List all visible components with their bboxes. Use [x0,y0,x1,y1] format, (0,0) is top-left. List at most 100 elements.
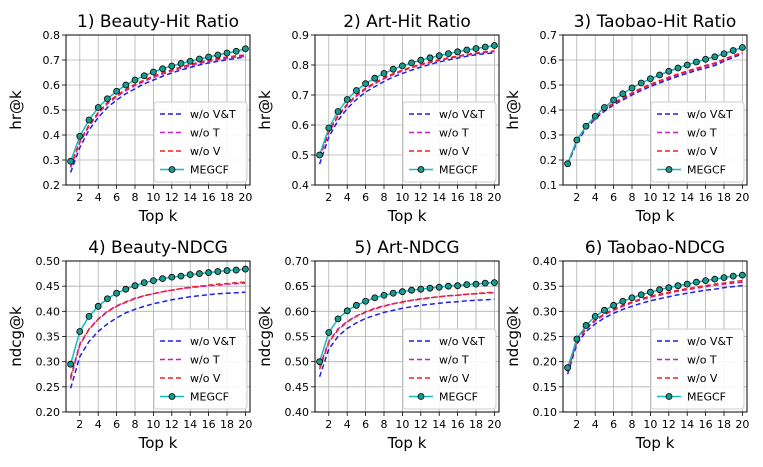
data-point [380,291,388,299]
data-point [472,280,480,288]
legend-label: w/o T [439,354,469,367]
legend-label: MEGCF [687,391,726,404]
legend-marker [417,166,425,173]
data-point [582,122,590,130]
legend-box [650,328,745,410]
x-tick-label: 18 [717,418,731,431]
y-tick-label: 0.2 [540,154,558,167]
series-line-3 [318,50,495,157]
data-point [241,45,249,53]
x-tick-label: 4 [344,191,351,204]
y-tick-label: 0.8 [292,59,310,72]
y-tick-label: 0.40 [533,255,558,268]
legend: w/o V&T w/o T w/o V MEGCF [402,101,497,183]
y-tick-label: 0.45 [36,280,61,293]
data-point [380,70,388,77]
x-tick-label: 14 [680,418,694,431]
data-point [214,268,222,275]
x-tick-label: 14 [432,418,446,431]
data-point [472,45,480,52]
legend-label: w/o V&T [687,335,733,348]
data-point [398,62,406,70]
data-point [601,306,608,314]
legend-label: w/o T [687,127,717,140]
data-point [362,297,370,305]
data-point [739,271,746,279]
y-tick-label: 0.15 [533,381,558,394]
x-tick-label: 20 [238,191,252,204]
x-tick-label: 20 [735,418,749,431]
data-point [168,62,176,70]
x-tick-label: 10 [643,191,657,204]
x-tick-label: 2 [573,418,580,431]
data-point [343,307,351,315]
data-point [76,132,84,140]
data-point [601,104,608,111]
data-point [665,67,673,75]
data-point [637,79,645,87]
legend-label: w/o V&T [439,335,485,348]
legend-label: w/o V&T [687,108,733,121]
y-tick-label: 0.40 [36,305,61,318]
data-point [325,329,333,336]
legend-label: MEGCF [687,164,726,177]
data-point [656,286,663,294]
y-tick-label: 0.25 [533,331,558,344]
x-tick-label: 16 [202,191,216,204]
legend-label: MEGCF [190,391,229,404]
data-point [205,53,213,61]
chart-panel-4: 2 4 6 8 10 12 14 16 18 20 0.20 0.25 0.30 0.35 0.40 0.45… [7,238,252,452]
y-axis-label: ndcg@k [256,306,274,367]
data-point [140,72,148,80]
chart-panel-1: 2 4 6 8 10 12 14 16 18 20 0.2 0.3 0.4 0.5 0.6 0.7 0.8 1) … [7,12,252,225]
legend-box [153,101,248,183]
data-point [177,60,185,67]
data-point [463,46,471,54]
x-tick-label: 8 [132,191,139,204]
y-tick-label: 0.4 [43,129,61,142]
legend-label: w/o V [687,145,718,158]
chart-title: 1) Beauty-Hit Ratio [77,12,239,32]
y-tick-label: 0.8 [43,29,61,42]
y-tick-label: 0.4 [292,179,310,192]
data-point [186,57,194,65]
data-point [389,65,397,73]
x-tick-label: 18 [469,418,483,431]
data-point [647,75,654,83]
y-tick-label: 0.30 [533,305,558,318]
series-line-2 [69,55,246,168]
data-point [454,48,462,56]
legend-label: w/o T [439,127,469,140]
x-tick-label: 16 [202,418,216,431]
x-tick-label: 8 [629,418,636,431]
y-tick-label: 0.50 [36,255,61,268]
data-point [149,277,157,285]
chart-panel-5: 2 4 6 8 10 12 14 16 18 20 0.40 0.45 0.50 0.55 0.60 0.65… [256,238,501,452]
data-point [490,279,498,287]
x-tick-label: 12 [165,191,179,204]
y-tick-label: 0.60 [285,305,310,318]
chart-title: 3) Taobao-Hit Ratio [574,12,737,32]
y-tick-label: 0.25 [36,381,61,394]
series-line-3 [69,281,246,380]
chart-title: 6) Taobao-NDCG [585,238,725,258]
series-line-3 [566,279,743,371]
legend: w/o V&T w/o T w/o V MEGCF [153,328,248,410]
data-point [85,312,93,320]
legend-box [650,101,745,183]
data-point [674,64,682,72]
legend-box [402,328,497,410]
data-point [408,59,416,67]
x-axis-label: Top k [387,434,427,452]
data-point [371,294,379,302]
series-line-2 [566,281,743,372]
x-tick-label: 4 [344,418,351,431]
data-point [591,312,599,320]
data-point [564,364,571,372]
data-point [131,282,139,290]
data-point [159,275,167,283]
chart-title: 4) Beauty-NDCG [88,238,228,258]
data-point [85,116,93,124]
data-point [582,322,590,329]
